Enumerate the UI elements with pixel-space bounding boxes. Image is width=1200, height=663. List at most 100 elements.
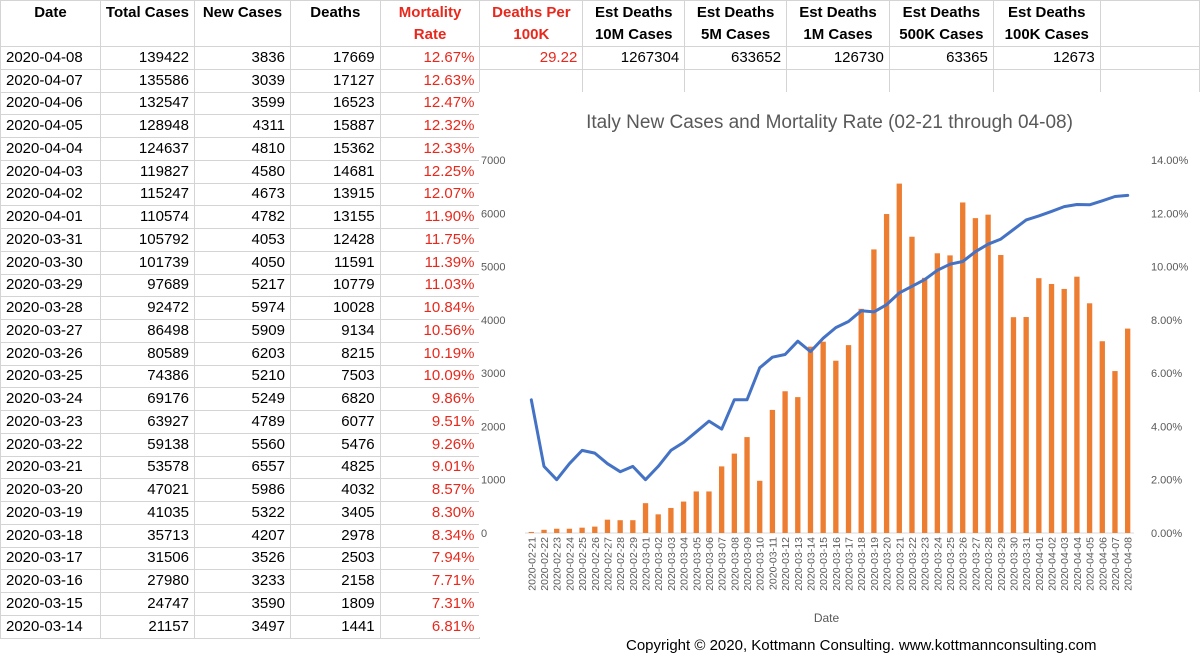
table-cell: 17669 <box>289 46 381 70</box>
table-cell: 41035 <box>99 501 195 525</box>
table-cell: 2020-03-29 <box>0 273 101 298</box>
y-tick-label: 4000 <box>481 315 505 327</box>
table-cell: 17127 <box>289 68 381 93</box>
x-tick-label: 2020-03-21 <box>894 537 906 591</box>
table-cell: 12428 <box>289 228 381 252</box>
mortality-line <box>529 193 1130 482</box>
table-cell <box>992 68 1101 93</box>
x-tick-label: 2020-03-20 <box>882 537 894 591</box>
table-cell: 7503 <box>289 364 381 389</box>
table-cell: 105792 <box>99 228 195 252</box>
table-cell: 4207 <box>193 523 291 548</box>
table-cell: 2020-03-30 <box>0 250 101 275</box>
table-cell: 110574 <box>99 205 195 229</box>
y2-tick-label: 6.00% <box>1151 368 1182 380</box>
table-cell: 2020-03-23 <box>0 410 101 434</box>
bar <box>528 531 535 533</box>
column-header-line: New Cases <box>202 4 283 21</box>
table-cell: 12.32% <box>379 114 481 138</box>
table-row: 2020-03-24 69176 5249 6820 9.86% <box>0 387 1200 411</box>
table-row: 2020-03-30 101739 4050 11591 11.39% <box>0 250 1200 275</box>
table-row: 2020-03-21 53578 6557 4825 9.01% <box>0 455 1200 480</box>
table-cell: 7.31% <box>379 592 481 616</box>
y2-tick-label: 10.00% <box>1151 262 1189 274</box>
bar <box>782 391 788 533</box>
x-tick-label: 2020-03-09 <box>742 537 754 591</box>
x-tick-label: 2020-03-02 <box>653 537 665 591</box>
table-cell: 13915 <box>289 182 381 207</box>
table-cell: 2020-03-20 <box>0 478 101 502</box>
table-row: 2020-03-28 92472 5974 10028 10.84% <box>0 296 1200 320</box>
table-cell: 8.30% <box>379 501 481 525</box>
table-row: 2020-04-08 139422 3836 17669 12.67% 29.22 1267… <box>0 46 1200 70</box>
table-cell: 9.86% <box>379 387 481 411</box>
table-row: 2020-03-25 74386 5210 7503 10.09% <box>0 364 1200 389</box>
column-header-line: 1M Cases <box>803 26 873 43</box>
x-tick-label: 2020-03-07 <box>717 537 729 591</box>
x-tick-label: 2020-02-21 <box>526 537 538 591</box>
x-tick-label: 2020-03-28 <box>983 537 995 591</box>
bar <box>592 526 598 533</box>
column-header-line: Est Deaths <box>799 4 877 21</box>
table-cell: 6.81% <box>379 614 481 639</box>
table-cell: 2020-04-07 <box>0 68 101 93</box>
table-cell: 2020-04-04 <box>0 137 101 161</box>
x-tick-label: 2020-03-24 <box>932 537 944 591</box>
x-tick-label: 2020-02-25 <box>577 537 589 591</box>
table-cell: 4673 <box>193 182 291 207</box>
table-cell: 2020-04-03 <box>0 159 101 184</box>
table-cell: 15362 <box>289 137 381 161</box>
table-row: 2020-03-17 31506 3526 2503 7.94% <box>0 546 1200 571</box>
table-cell: 5322 <box>193 501 291 525</box>
table-cell: 5217 <box>193 273 291 298</box>
table-cell <box>479 68 584 93</box>
table-cell: 2978 <box>289 523 381 548</box>
chart-title: Italy New Cases and Mortality Rate (02-2… <box>586 112 1073 133</box>
table-cell: 63927 <box>99 410 195 434</box>
table-cell: 27980 <box>99 569 195 593</box>
x-tick-label: 2020-03-04 <box>679 537 691 591</box>
table-row: 2020-03-20 47021 5986 4032 8.57% <box>0 478 1200 502</box>
table-cell: 4050 <box>193 250 291 275</box>
x-tick-label: 2020-02-29 <box>628 537 640 591</box>
column-header: Est Deaths 10M Cases <box>582 0 686 47</box>
y-tick-label: 3000 <box>481 368 505 380</box>
column-header: Mortality Rate <box>379 0 481 47</box>
column-header-line: 10M Cases <box>594 26 673 43</box>
table-cell: 10028 <box>289 296 381 320</box>
table-cell <box>684 68 788 93</box>
column-header: New Cases <box>193 0 291 47</box>
y2-tick-label: 14.00% <box>1151 155 1189 167</box>
x-tick-label: 2020-03-22 <box>907 537 919 591</box>
bar <box>998 255 1004 533</box>
bar <box>1086 303 1093 533</box>
table-cell: 2020-04-01 <box>0 205 101 229</box>
column-header-line: 500K Cases <box>899 26 984 43</box>
x-tick-label: 2020-04-07 <box>1110 537 1122 591</box>
table-cell: 2020-03-14 <box>0 614 101 639</box>
table-cell: 6820 <box>289 387 381 411</box>
column-header: Est Deaths 1M Cases <box>786 0 890 47</box>
bar <box>744 437 750 533</box>
table-cell: 86498 <box>99 319 195 343</box>
table-cell <box>1099 46 1200 70</box>
table-cell: 92472 <box>99 296 195 320</box>
table-cell: 8215 <box>289 341 381 366</box>
x-tick-label: 2020-04-06 <box>1097 537 1109 591</box>
table-cell: 2020-03-28 <box>0 296 101 320</box>
bar <box>934 253 941 533</box>
x-tick-label: 2020-03-11 <box>767 537 779 590</box>
x-tick-label: 2020-03-29 <box>996 537 1008 591</box>
bar <box>718 466 725 533</box>
bar <box>693 491 699 533</box>
table-cell: 2158 <box>289 569 381 593</box>
bar <box>833 360 839 533</box>
table-cell: 24747 <box>99 592 195 616</box>
column-header-line: Mortality <box>398 4 462 21</box>
x-tick-label: 2020-04-05 <box>1085 537 1097 591</box>
column-header: Est Deaths 5M Cases <box>684 0 788 47</box>
table-cell: 2020-03-17 <box>0 546 101 571</box>
x-tick-label: 2020-03-15 <box>818 537 830 591</box>
x-tick-label: 2020-03-30 <box>1008 537 1020 591</box>
table-cell: 10.09% <box>379 364 481 389</box>
